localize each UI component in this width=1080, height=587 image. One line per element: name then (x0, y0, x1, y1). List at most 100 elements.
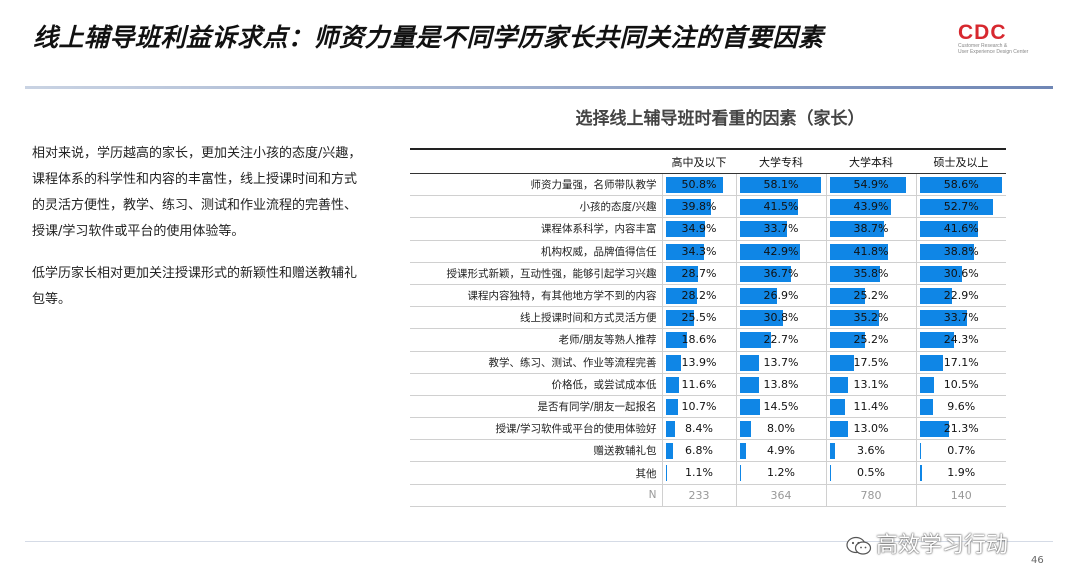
row-label: 是否有同学/朋友一起报名 (410, 395, 662, 419)
value-bar (919, 287, 952, 304)
row-label: 教学、练习、测试、作业等流程完善 (410, 351, 662, 374)
value-bar (829, 443, 835, 460)
value-cell: 41.8% (825, 240, 916, 263)
value-cell: 0.7% (915, 439, 1006, 463)
header-corner (410, 148, 662, 174)
value-bar (919, 443, 921, 460)
value-label: 13.0% (853, 422, 889, 436)
value-label: 13.1% (853, 377, 889, 391)
value-cell: 54.9% (825, 173, 916, 197)
value-label: 52.7% (943, 200, 979, 214)
value-bar (665, 465, 667, 482)
sample-size-value: 233 (661, 484, 736, 507)
value-label: 17.5% (853, 355, 889, 369)
value-bar (829, 398, 846, 415)
row-label: 授课/学习软件或平台的使用体验好 (410, 417, 662, 441)
value-bar (665, 243, 705, 260)
column-header: 高中及以下 (662, 148, 736, 174)
sample-size-value: 364 (735, 484, 826, 507)
value-label: 24.3% (943, 333, 979, 347)
row-label: 赠送教辅礼包 (410, 439, 662, 463)
value-label: 25.2% (853, 288, 889, 302)
table-header-row: 高中及以下 大学专科 大学本科 硕士及以上 (410, 148, 1006, 174)
wechat-icon (846, 536, 872, 555)
value-label: 1.1% (685, 466, 713, 480)
value-label: 14.5% (763, 399, 799, 413)
value-cell: 13.8% (735, 373, 826, 396)
value-bar (829, 310, 879, 327)
table-row: 是否有同学/朋友一起报名 10.7% 14.5% 11.4% 9.6% (410, 395, 1006, 419)
value-cell: 17.5% (825, 351, 916, 374)
value-bar (665, 199, 711, 216)
table-row: 师资力量强，名师带队教学 50.8% 58.1% 54.9% 58.6% (410, 173, 1006, 197)
row-label: 老师/朋友等熟人推荐 (410, 328, 662, 352)
commentary: 相对来说，学历越高的家长，更加关注小孩的态度/兴趣，课程体系的科学性和内容的丰富… (32, 141, 362, 329)
value-bar (829, 199, 891, 216)
value-cell: 36.7% (735, 262, 826, 285)
value-cell: 1.9% (915, 461, 1006, 485)
table-row: 价格低，或尝试成本低 11.6% 13.8% 13.1% 10.5% (410, 373, 1006, 396)
value-cell: 58.6% (915, 173, 1006, 197)
value-bar (739, 199, 798, 216)
value-label: 6.8% (685, 444, 713, 458)
value-bar (919, 332, 954, 349)
value-label: 50.8% (681, 178, 717, 191)
value-label: 21.3% (943, 422, 979, 436)
value-cell: 39.8% (661, 195, 736, 219)
value-label: 30.8% (763, 311, 799, 325)
value-bar (829, 376, 848, 393)
value-cell: 30.8% (735, 306, 826, 330)
value-cell: 22.9% (915, 284, 1006, 308)
value-bar (665, 177, 724, 193)
value-bar (739, 332, 772, 349)
value-cell: 4.9% (735, 439, 826, 463)
value-bar (739, 443, 747, 460)
value-label: 18.6% (681, 333, 717, 347)
column-header: 大学本科 (826, 148, 916, 174)
value-label: 54.9% (853, 178, 889, 191)
value-bar (919, 199, 994, 216)
cdc-logo: CDC Customer Research & User Experience … (958, 22, 1048, 58)
value-cell: 10.7% (661, 395, 736, 419)
value-bar (665, 310, 695, 327)
value-label: 26.9% (763, 288, 799, 302)
value-cell: 17.1% (915, 351, 1006, 374)
table-body: 师资力量强，名师带队教学 50.8% 58.1% 54.9% 58.6% 小孩的态度/兴趣… (410, 173, 1006, 507)
value-bar (829, 421, 848, 438)
value-bar (665, 221, 706, 238)
value-bar (739, 421, 751, 438)
value-cell: 43.9% (825, 195, 916, 219)
value-bar (739, 221, 787, 238)
table-row: 机构权威，品牌值得信任 34.3% 42.9% 41.8% 38.8% (410, 240, 1006, 263)
value-bar (665, 287, 698, 304)
value-label: 13.8% (763, 377, 799, 391)
value-label: 22.7% (763, 333, 799, 347)
value-cell: 24.3% (915, 328, 1006, 352)
value-cell: 8.0% (735, 417, 826, 441)
value-label: 0.7% (947, 444, 976, 458)
value-cell: 6.8% (661, 439, 736, 463)
commentary-paragraph-1: 相对来说，学历越高的家长，更加关注小孩的态度/兴趣，课程体系的科学性和内容的丰富… (32, 146, 362, 239)
value-bar (919, 398, 933, 415)
value-cell: 3.6% (825, 439, 916, 463)
value-cell: 50.8% (661, 173, 736, 197)
footer-divider (25, 541, 1053, 542)
sample-size-value: 140 (915, 484, 1006, 507)
value-label: 33.7% (943, 311, 979, 325)
value-cell: 38.8% (915, 240, 1006, 263)
table-row: 课程内容独特，有其他地方学不到的内容 28.2% 26.9% 25.2% 22.9% (410, 284, 1006, 308)
value-label: 35.8% (853, 266, 889, 280)
value-cell: 28.2% (661, 284, 736, 308)
value-bar (739, 243, 800, 260)
chart-title: 选择线上辅导班时看重的因素（家长） (575, 109, 865, 129)
row-label: 课程体系科学，内容丰富 (410, 217, 662, 241)
value-cell: 10.5% (915, 373, 1006, 396)
value-bar (919, 243, 974, 260)
value-label: 3.6% (857, 444, 885, 458)
value-label: 0.5% (857, 466, 885, 480)
value-cell: 52.7% (915, 195, 1006, 219)
value-bar (919, 354, 944, 371)
logo-subtitle-1: Customer Research & (958, 43, 1008, 49)
value-label: 17.1% (943, 355, 979, 369)
value-cell: 25.5% (661, 306, 736, 330)
